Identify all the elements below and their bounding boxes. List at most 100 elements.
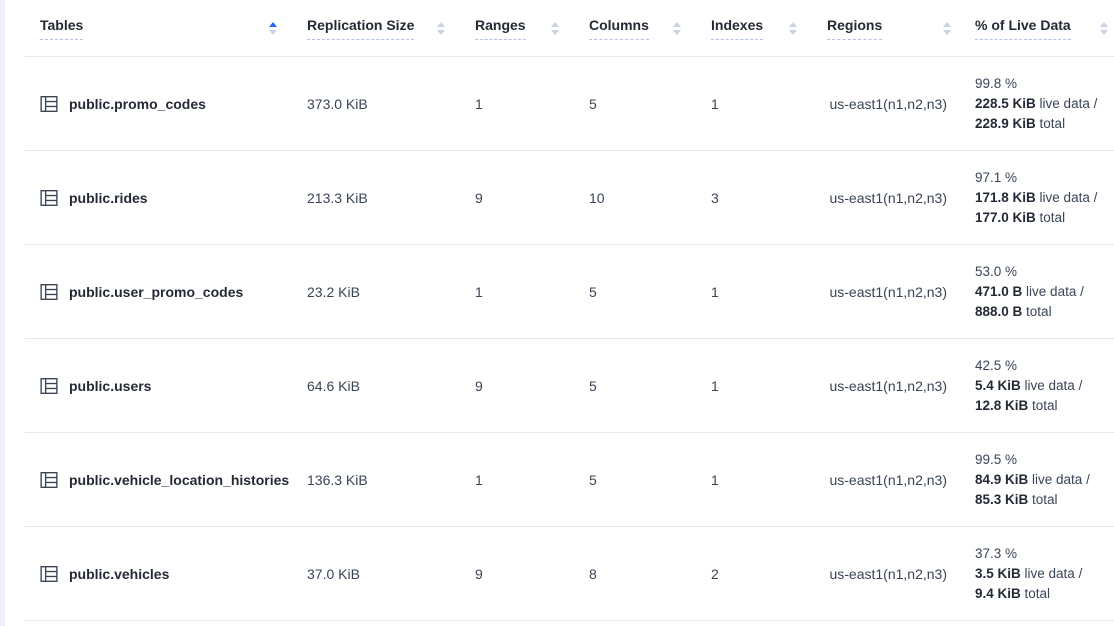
live-percent: 99.8 % [975, 75, 1018, 91]
regions-cell: us-east1(n1,n2,n3) [829, 189, 947, 206]
regions-cell: us-east1(n1,n2,n3) [829, 283, 947, 300]
table-row: public.users 64.6 KiB 9 5 1 us-east1(n1,… [25, 339, 1114, 433]
page-left-edge [0, 0, 5, 626]
live-size: 228.5 KiB [975, 95, 1036, 111]
sort-icon[interactable] [789, 21, 797, 35]
live-size: 471.0 B [975, 283, 1023, 299]
replication-size-cell: 23.2 KiB [307, 283, 360, 300]
column-header-label: Replication Size [307, 16, 415, 40]
table-header-row: Tables Replication Size Ranges Columns I… [25, 0, 1114, 57]
total-data-line: 85.3 KiB total [975, 490, 1114, 510]
sort-icon[interactable] [437, 21, 445, 35]
replication-size-cell: 37.0 KiB [307, 565, 360, 582]
table-name-link[interactable]: public.vehicle_location_histories [69, 471, 290, 488]
sort-icon[interactable] [1100, 21, 1108, 35]
live-data-line: 171.8 KiB live data / [975, 188, 1114, 208]
column-header-indexes[interactable]: Indexes [711, 16, 827, 40]
column-header-replication-size[interactable]: Replication Size [307, 16, 475, 40]
total-size: 228.9 KiB [975, 115, 1036, 131]
regions-cell: us-east1(n1,n2,n3) [829, 471, 947, 488]
table-name-cell: public.users [25, 377, 307, 395]
total-data-line: 177.0 KiB total [975, 208, 1114, 228]
table-icon [40, 471, 58, 489]
live-percent: 37.3 % [975, 545, 1018, 561]
total-data-line: 9.4 KiB total [975, 584, 1114, 604]
replication-size-cell: 64.6 KiB [307, 377, 360, 394]
total-label: total [1035, 209, 1066, 225]
table-name-cell: public.vehicles [25, 565, 307, 583]
live-data-cell: 37.3 % 3.5 KiB live data / 9.4 KiB total [975, 544, 1114, 604]
regions-cell: us-east1(n1,n2,n3) [829, 377, 947, 394]
table-name-link[interactable]: public.promo_codes [69, 95, 206, 112]
column-header-label: Ranges [475, 16, 526, 40]
column-header-label: Columns [589, 16, 649, 40]
table-icon [40, 283, 58, 301]
sort-icon[interactable] [551, 21, 559, 35]
column-header-label: Tables [40, 16, 84, 40]
indexes-cell: 1 [711, 283, 719, 300]
live-data-line: 5.4 KiB live data / [975, 376, 1114, 396]
live-data-cell: 99.5 % 84.9 KiB live data / 85.3 KiB tot… [975, 450, 1114, 510]
total-label: total [1020, 585, 1051, 601]
regions-cell: us-east1(n1,n2,n3) [829, 95, 947, 112]
total-size: 12.8 KiB [975, 397, 1029, 413]
columns-cell: 10 [589, 189, 605, 206]
live-size: 5.4 KiB [975, 377, 1021, 393]
column-header-label: Indexes [711, 16, 764, 40]
live-data-cell: 53.0 % 471.0 B live data / 888.0 B total [975, 262, 1114, 322]
column-header-columns[interactable]: Columns [589, 16, 711, 40]
live-size: 3.5 KiB [975, 565, 1021, 581]
columns-cell: 5 [589, 283, 597, 300]
live-data-cell: 42.5 % 5.4 KiB live data / 12.8 KiB tota… [975, 356, 1114, 416]
table-row: public.user_promo_codes 23.2 KiB 1 5 1 u… [25, 245, 1114, 339]
live-percent: 42.5 % [975, 357, 1018, 373]
column-header-tables[interactable]: Tables [25, 16, 307, 40]
live-label: live data / [1022, 283, 1084, 299]
table-icon [40, 565, 58, 583]
table-name-link[interactable]: public.rides [69, 189, 148, 206]
total-size: 85.3 KiB [975, 491, 1029, 507]
table-name-cell: public.vehicle_location_histories [25, 471, 307, 489]
table-name-cell: public.promo_codes [25, 95, 307, 113]
table-name-link[interactable]: public.vehicles [69, 565, 170, 582]
live-size: 84.9 KiB [975, 471, 1029, 487]
live-percent: 53.0 % [975, 263, 1018, 279]
total-data-line: 228.9 KiB total [975, 114, 1114, 134]
live-data-line: 84.9 KiB live data / [975, 470, 1114, 490]
live-label: live data / [1035, 95, 1098, 111]
live-data-line: 228.5 KiB live data / [975, 94, 1114, 114]
indexes-cell: 1 [711, 95, 719, 112]
live-label: live data / [1020, 377, 1083, 393]
table-name-cell: public.user_promo_codes [25, 283, 307, 301]
total-size: 888.0 B [975, 303, 1023, 319]
sort-icon[interactable] [269, 21, 277, 35]
columns-cell: 8 [589, 565, 597, 582]
ranges-cell: 9 [475, 565, 483, 582]
table-row: public.vehicle_location_histories 136.3 … [25, 433, 1114, 527]
column-header-ranges[interactable]: Ranges [475, 16, 589, 40]
table-name-link[interactable]: public.user_promo_codes [69, 283, 244, 300]
sort-icon[interactable] [673, 21, 681, 35]
sort-icon[interactable] [943, 21, 951, 35]
ranges-cell: 9 [475, 189, 483, 206]
total-label: total [1028, 397, 1058, 413]
live-size: 171.8 KiB [975, 189, 1036, 205]
table-row: public.vehicles 37.0 KiB 9 8 2 us-east1(… [25, 527, 1114, 621]
regions-cell: us-east1(n1,n2,n3) [829, 565, 947, 582]
total-label: total [1035, 115, 1066, 131]
replication-size-cell: 373.0 KiB [307, 95, 368, 112]
table-name-link[interactable]: public.users [69, 377, 152, 394]
table-row: public.promo_codes 373.0 KiB 1 5 1 us-ea… [25, 57, 1114, 151]
total-data-line: 888.0 B total [975, 302, 1114, 322]
column-header-regions[interactable]: Regions [827, 16, 975, 40]
ranges-cell: 9 [475, 377, 483, 394]
columns-cell: 5 [589, 471, 597, 488]
column-header-live-data[interactable]: % of Live Data [975, 16, 1114, 40]
total-size: 9.4 KiB [975, 585, 1021, 601]
ranges-cell: 1 [475, 95, 483, 112]
live-percent: 99.5 % [975, 451, 1018, 467]
indexes-cell: 1 [711, 377, 719, 394]
total-label: total [1022, 303, 1052, 319]
indexes-cell: 2 [711, 565, 719, 582]
live-data-line: 3.5 KiB live data / [975, 564, 1114, 584]
